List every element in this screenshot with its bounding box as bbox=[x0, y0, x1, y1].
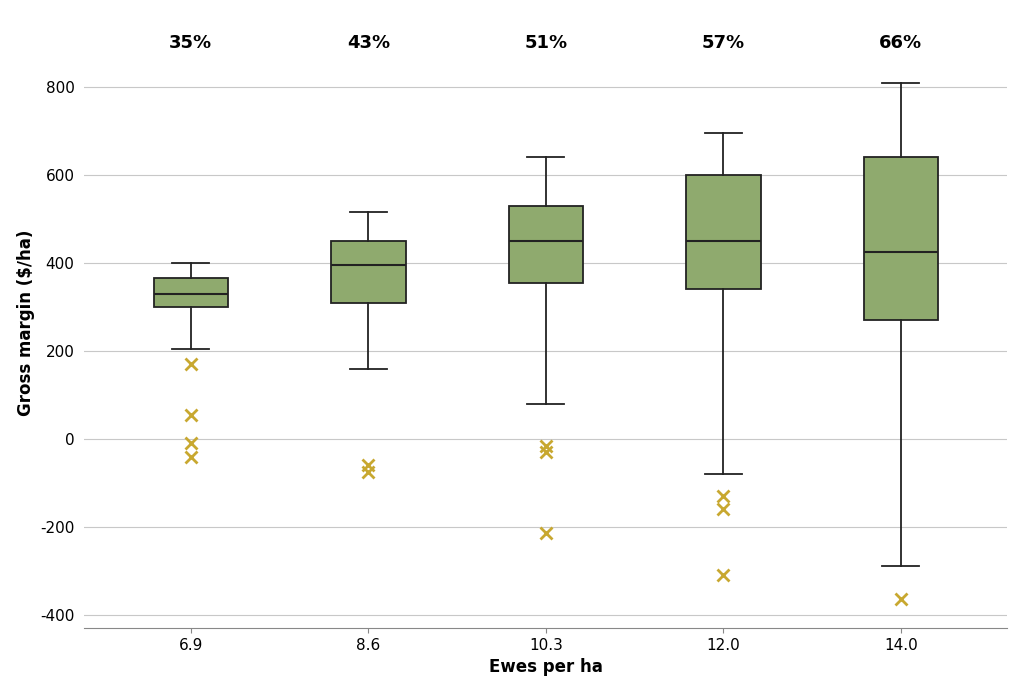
Text: 35%: 35% bbox=[169, 34, 212, 52]
Text: 43%: 43% bbox=[347, 34, 390, 52]
PathPatch shape bbox=[509, 206, 583, 283]
Y-axis label: Gross margin ($/ha): Gross margin ($/ha) bbox=[16, 229, 35, 416]
PathPatch shape bbox=[686, 175, 761, 290]
PathPatch shape bbox=[863, 157, 938, 320]
Text: 66%: 66% bbox=[880, 34, 923, 52]
Text: 51%: 51% bbox=[524, 34, 567, 52]
PathPatch shape bbox=[154, 279, 228, 307]
X-axis label: Ewes per ha: Ewes per ha bbox=[488, 658, 603, 676]
PathPatch shape bbox=[331, 241, 406, 303]
Text: 57%: 57% bbox=[701, 34, 744, 52]
